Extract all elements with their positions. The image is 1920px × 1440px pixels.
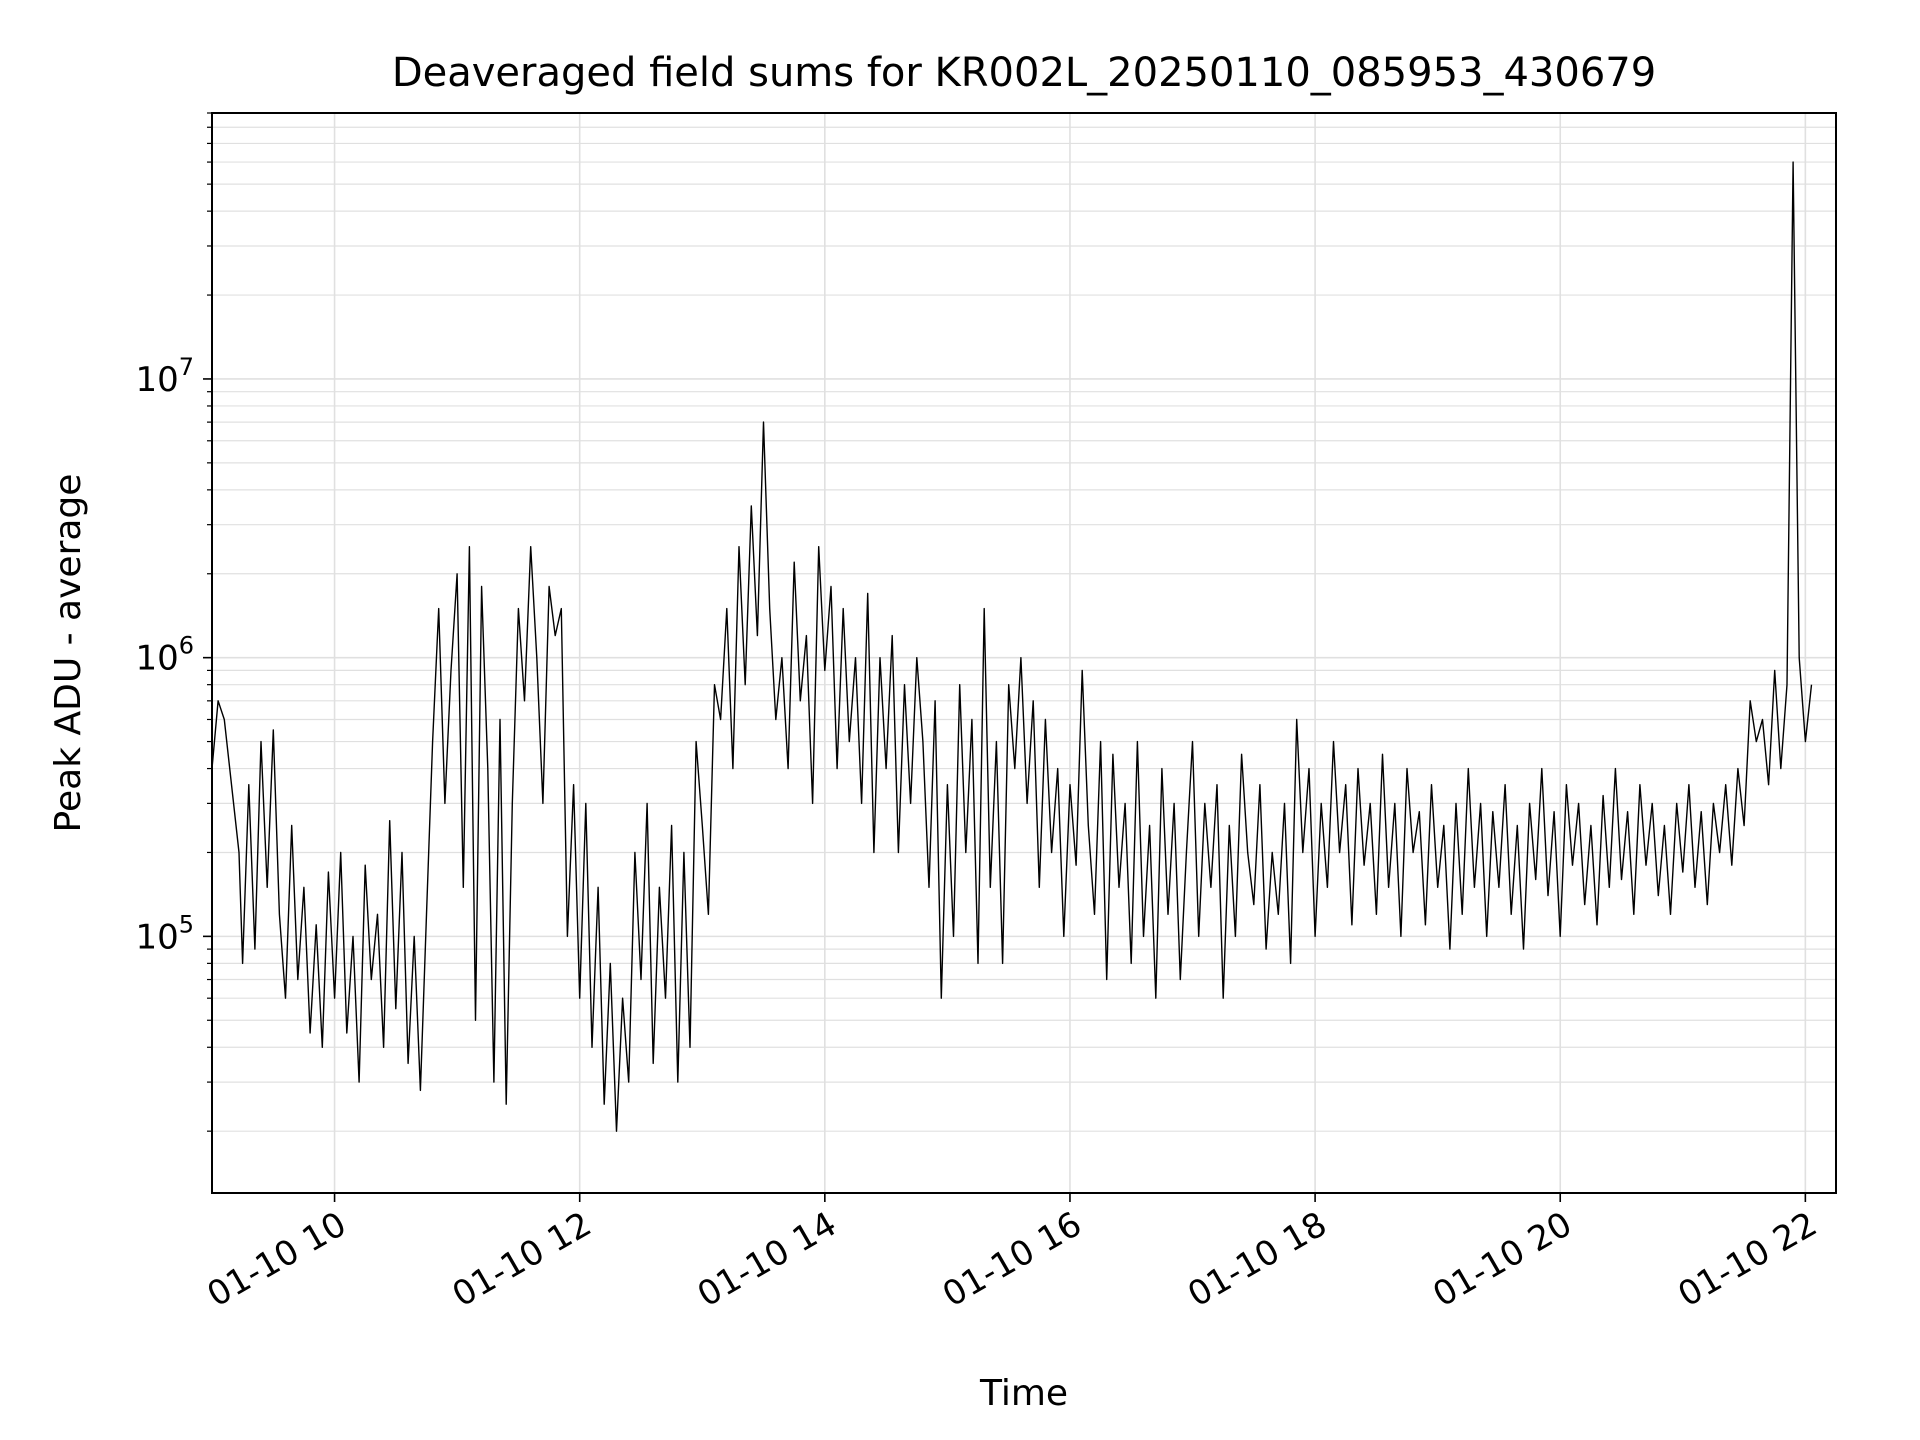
plot-frame [211, 112, 1837, 1194]
y-tick-label: 107 [135, 353, 194, 400]
x-axis-label: Time [979, 1373, 1068, 1414]
series-line [211, 161, 1813, 1132]
y-axis-label: Peak ADU - average [48, 474, 89, 833]
y-tick-label: 106 [135, 632, 194, 679]
y-tick-labels: 105 106 107 [135, 353, 194, 957]
y-tick-label: 105 [135, 910, 194, 957]
plot-area [211, 161, 1813, 1132]
grid [212, 112, 1836, 1193]
ticks [203, 112, 1807, 1202]
chart-title: Deaveraged field sums for KR002L_2025011… [392, 50, 1656, 96]
